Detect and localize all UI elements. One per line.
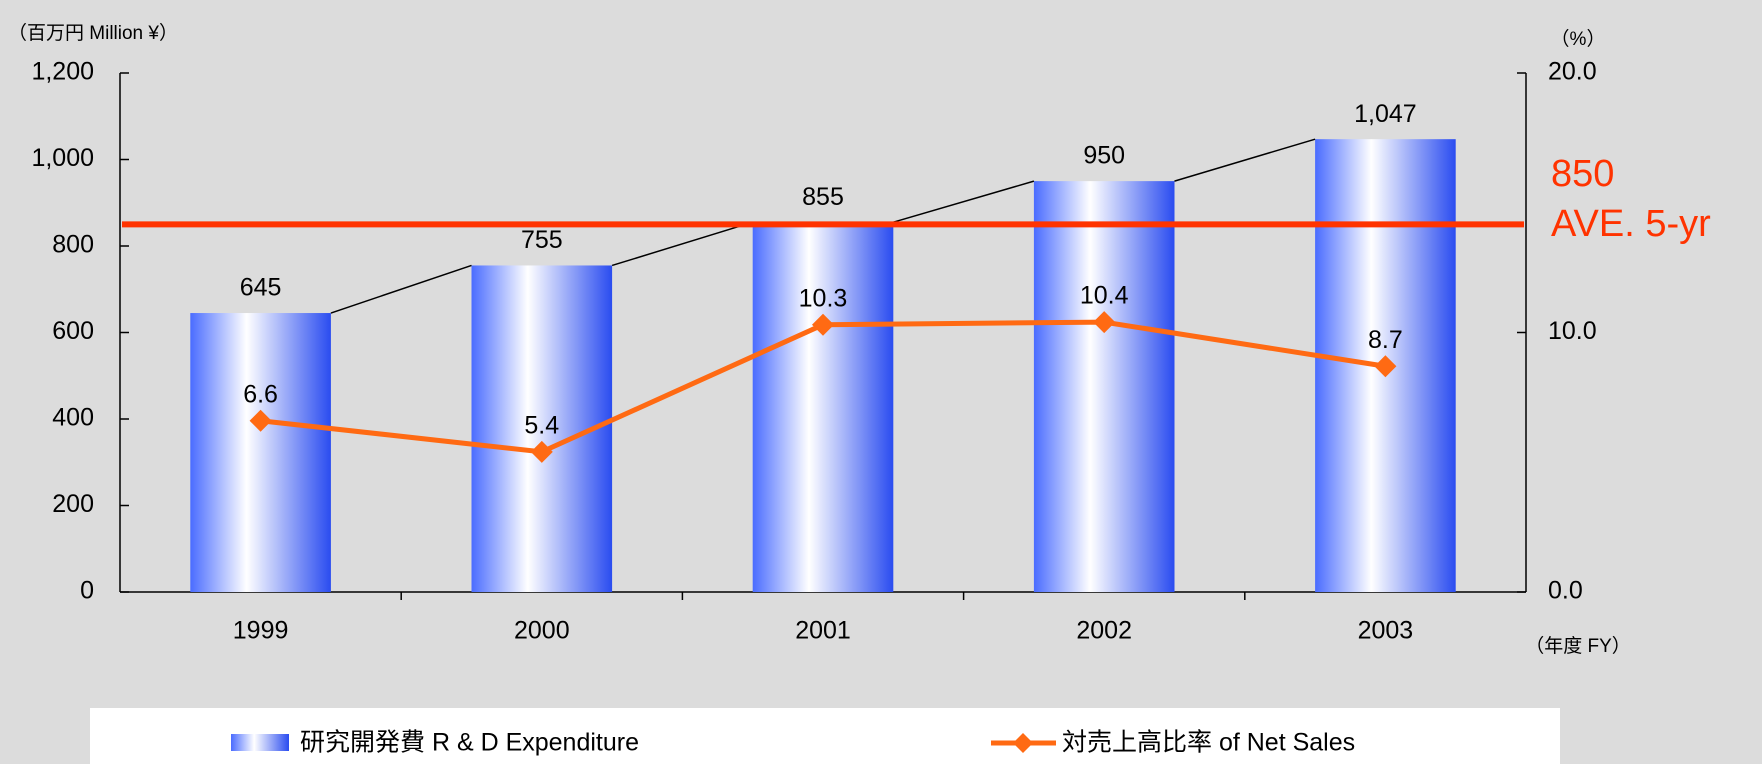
y-tick-label: 1,000 <box>31 144 94 172</box>
bar-value-label: 1,047 <box>1354 100 1417 128</box>
bar-value-label: 950 <box>1083 142 1125 170</box>
legend-marker <box>1013 733 1033 753</box>
y2-tick-label: 10.0 <box>1548 317 1597 345</box>
y-tick-label: 800 <box>52 231 94 259</box>
y2-axis-label: （%） <box>1551 28 1606 50</box>
bar <box>1033 181 1175 592</box>
y-tick-label: 200 <box>52 490 94 518</box>
ratio-value-label: 6.6 <box>243 380 278 408</box>
legend-box <box>90 708 1560 764</box>
legend-label: 対売上高比率 of Net Sales <box>1062 729 1355 757</box>
bar-value-label: 855 <box>802 183 844 211</box>
ratio-marker <box>1093 311 1116 334</box>
y2-tick-label: 20.0 <box>1548 58 1597 86</box>
ratio-marker <box>249 409 272 432</box>
y-axis-label: （百万円 Million ¥） <box>8 22 178 44</box>
legend-label: 研究開発費 R & D Expenditure <box>300 729 639 757</box>
average-label: AVE. 5-yr <box>1551 203 1711 245</box>
x-tick-label: 1999 <box>233 617 289 645</box>
y-tick-label: 600 <box>52 317 94 345</box>
y-tick-label: 1,200 <box>31 58 94 86</box>
x-axis-label: （年度 FY） <box>1525 635 1631 657</box>
x-tick-label: 2002 <box>1076 617 1132 645</box>
x-tick-label: 2001 <box>795 617 851 645</box>
bar-connector <box>330 264 472 314</box>
bar-connector <box>611 221 753 267</box>
ratio-marker <box>812 313 834 336</box>
ratio-value-label: 5.4 <box>524 411 559 439</box>
y2-tick-label: 0.0 <box>1548 577 1583 605</box>
legend-swatch <box>231 734 289 751</box>
bar <box>190 313 331 592</box>
bar-connector <box>893 180 1035 223</box>
x-tick-label: 2003 <box>1358 617 1414 645</box>
ratio-value-label: 8.7 <box>1368 326 1403 354</box>
bar-connector <box>1174 138 1316 182</box>
x-tick-label: 2000 <box>514 617 570 645</box>
ratio-marker <box>1374 355 1397 378</box>
bar-value-label: 755 <box>521 226 563 254</box>
ratio-marker <box>530 440 553 463</box>
ratio-value-label: 10.4 <box>1080 282 1129 310</box>
y-tick-label: 0 <box>80 577 94 605</box>
average-value: 850 <box>1551 153 1614 195</box>
bar-value-label: 645 <box>240 274 282 302</box>
ratio-value-label: 10.3 <box>799 284 848 312</box>
bar <box>752 222 894 592</box>
y-tick-label: 400 <box>52 404 94 432</box>
